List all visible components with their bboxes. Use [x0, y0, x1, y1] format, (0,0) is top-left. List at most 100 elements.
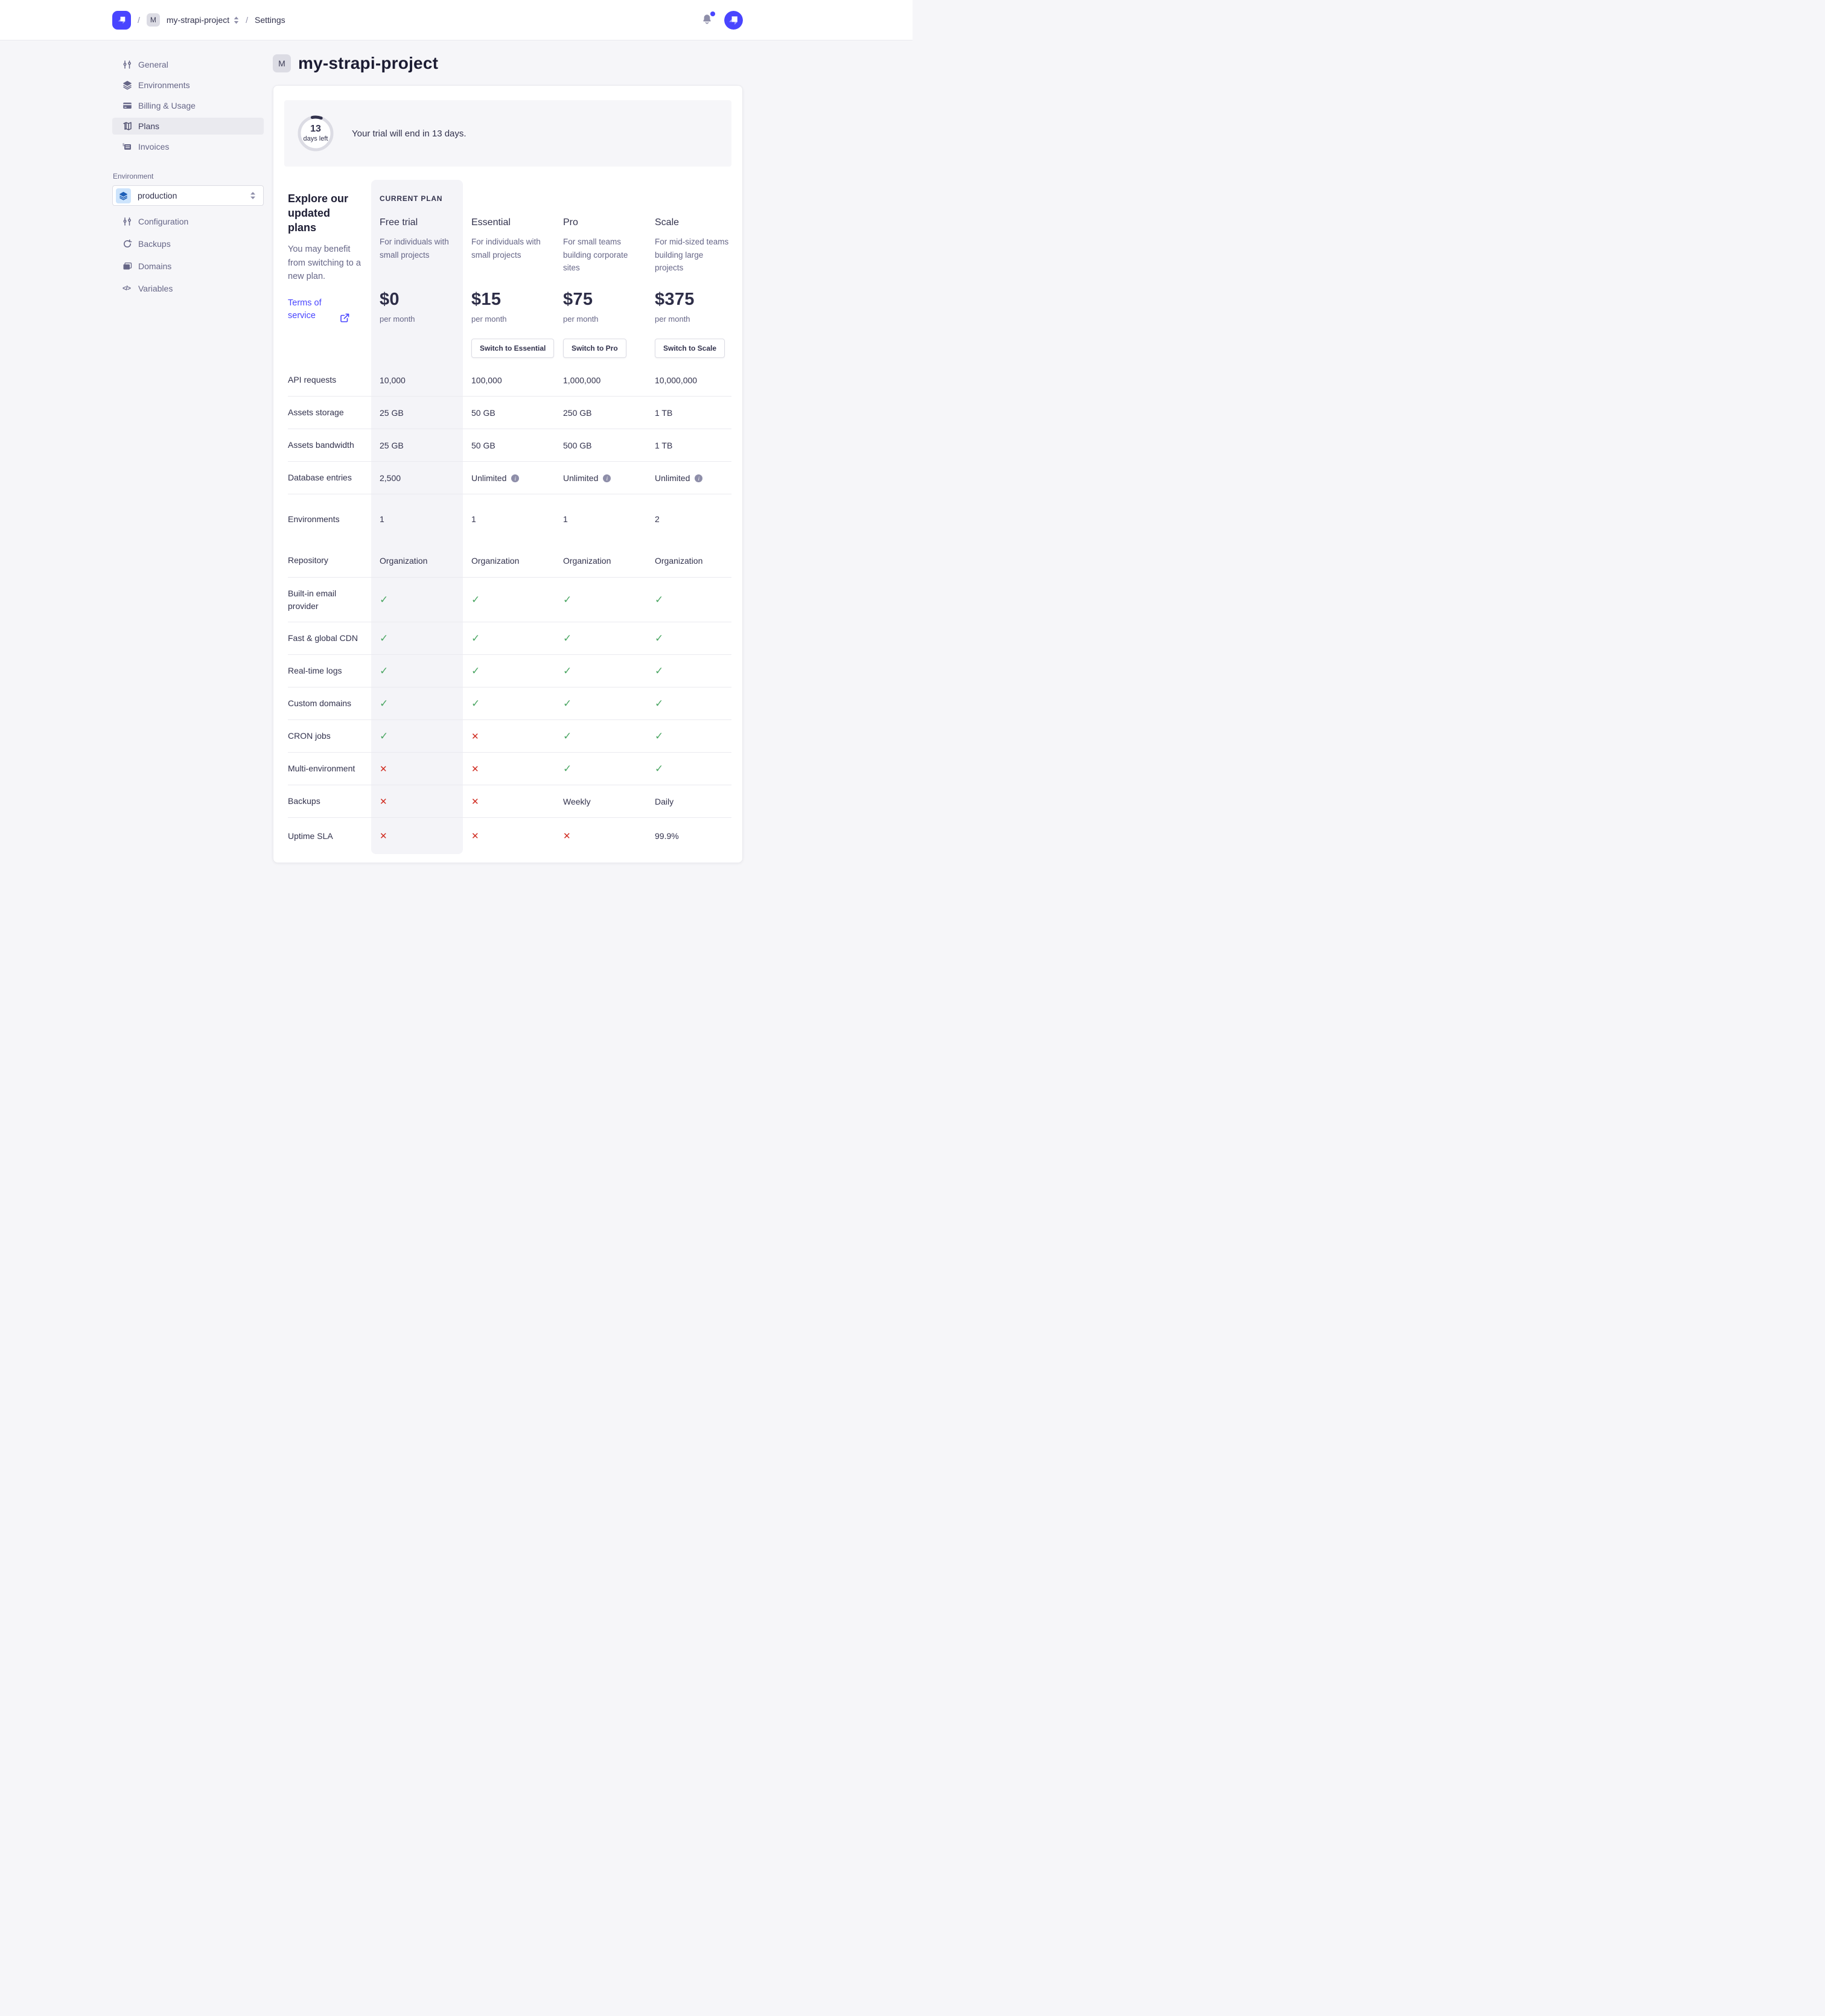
cross-icon: ✕ [471, 731, 479, 742]
table-row: API requests 10,000 100,000 1,000,000 10,000… [288, 364, 731, 397]
page-header: M my-strapi-project [273, 54, 743, 73]
check-icon: ✓ [563, 593, 572, 605]
check-icon: ✓ [380, 593, 389, 605]
feature-cell: Organization [371, 556, 463, 566]
check-icon: ✓ [563, 697, 572, 709]
sidebar-item-label: Plans [138, 121, 160, 131]
invoice-icon: $ [123, 144, 131, 150]
sidebar-item-label: Variables [138, 284, 173, 293]
breadcrumb-project-switcher[interactable]: my-strapi-project [167, 15, 239, 25]
strapi-logo[interactable] [112, 10, 131, 30]
feature-cell: 25 GB [371, 441, 463, 450]
breadcrumb-settings[interactable]: Settings [255, 15, 285, 25]
sidebar-item-variables[interactable]: </> Variables [112, 280, 264, 297]
feature-label: Database entries [288, 473, 352, 482]
feature-value: Unlimited [655, 473, 690, 483]
svg-text:$: $ [123, 144, 125, 147]
sidebar-item-label: Configuration [138, 217, 189, 226]
feature-cell: ✓ [646, 594, 731, 606]
feature-label: Custom domains [288, 698, 352, 708]
project-initial-badge-large: M [273, 54, 291, 72]
sidebar-item-label: Domains [138, 261, 172, 271]
notifications-button[interactable] [701, 11, 715, 27]
feature-value: 2 [655, 514, 660, 524]
feature-value: 1 TB [655, 440, 673, 450]
plans-table: Explore our updated plans You may benefi… [288, 180, 731, 854]
refresh-icon [124, 239, 132, 247]
feature-cell: ✓ [371, 730, 463, 742]
plan-column-essential: Essential For individuals with small pro… [463, 180, 555, 364]
plans-header-row: Explore our updated plans You may benefi… [288, 180, 731, 364]
feature-cell: ✓ [463, 665, 555, 677]
sidebar-item-backups[interactable]: Backups [112, 235, 264, 252]
feature-cell: ✓ [463, 633, 555, 645]
sidebar-item-domains[interactable]: Domains [112, 258, 264, 275]
check-icon: ✓ [471, 593, 480, 605]
sidebar-item-general[interactable]: General [112, 56, 264, 73]
feature-value: 50 GB [471, 440, 495, 450]
plan-column-pro: Pro For small teams building corporate s… [555, 180, 646, 364]
layers-icon [123, 81, 132, 90]
terms-of-service-link[interactable]: Terms of service [288, 298, 322, 321]
feature-value: Organization [563, 555, 611, 566]
user-avatar[interactable] [724, 10, 743, 30]
feature-cell: ✕ [371, 831, 463, 841]
feature-cell: ✕ [463, 731, 555, 742]
switch-to-pro-button[interactable]: Switch to Pro [563, 339, 626, 358]
cross-icon: ✕ [471, 831, 479, 841]
feature-cell: 10,000 [371, 375, 463, 385]
switch-to-scale-button[interactable]: Switch to Scale [655, 339, 725, 358]
info-icon[interactable]: i [695, 474, 703, 482]
feature-value: Unlimited [563, 473, 599, 483]
info-icon[interactable]: i [603, 474, 611, 482]
switch-to-essential-button[interactable]: Switch to Essential [471, 339, 555, 358]
feature-label: Backups [288, 796, 320, 806]
strapi-mark-icon [118, 16, 125, 24]
table-row: Database entries 2,500 Unlimited i Unlimited… [288, 462, 731, 494]
feature-cell: ✕ [463, 831, 555, 841]
code-icon: </> [123, 285, 131, 292]
sidebar-item-invoices[interactable]: $ Invoices [112, 138, 264, 155]
info-icon[interactable]: i [511, 474, 520, 482]
table-row: Fast & global CDN ✓ ✓ ✓ ✓ [288, 622, 731, 655]
feature-value: 1 [563, 514, 568, 524]
feature-value: Unlimited [471, 473, 507, 483]
feature-cell: 1 [463, 514, 555, 524]
sidebar-item-plans[interactable]: Plans [112, 118, 264, 135]
feature-cell: ✓ [555, 730, 646, 742]
feature-value: 10,000,000 [655, 375, 698, 385]
layers-blue-icon [119, 191, 127, 200]
feature-cell: Unlimited i [555, 473, 646, 483]
plan-price: $15 [471, 290, 502, 309]
feature-cell: ✓ [555, 763, 646, 775]
check-icon: ✓ [655, 762, 664, 774]
plan-price: $375 [655, 290, 695, 309]
feature-cell: 100,000 [463, 375, 555, 385]
table-row: Uptime SLA ✕ ✕ ✕ 99.9% [288, 818, 731, 854]
plan-period: per month [655, 314, 690, 324]
feature-value: Weekly [563, 796, 591, 806]
feature-label: Assets bandwidth [288, 440, 354, 450]
feature-cell: 1 TB [646, 441, 731, 450]
environment-select[interactable]: production [112, 185, 264, 206]
feature-value: 2,500 [380, 473, 401, 483]
table-row: Real-time logs ✓ ✓ ✓ ✓ [288, 655, 731, 687]
sidebar: General Environments Billing & Usag [112, 40, 264, 863]
cross-icon: ✕ [471, 796, 479, 807]
feature-cell: ✓ [646, 665, 731, 677]
feature-cell: Organization [555, 556, 646, 566]
plan-period: per month [471, 314, 507, 324]
breadcrumb-separator: / [246, 15, 249, 25]
feature-label: Fast & global CDN [288, 633, 358, 643]
plan-price: $75 [563, 290, 593, 309]
plan-name: Pro [563, 217, 578, 228]
trial-days-label: days left [303, 135, 328, 142]
trial-progress-ring: 13 days left [297, 115, 334, 152]
sidebar-item-billing[interactable]: Billing & Usage [112, 97, 264, 114]
plan-description: For individuals with small projects [471, 237, 541, 260]
trial-banner: 13 days left Your trial will end in 13 d… [284, 100, 731, 167]
sidebar-item-environments[interactable]: Environments [112, 77, 264, 94]
feature-cell: Unlimited i [463, 473, 555, 483]
sidebar-item-configuration[interactable]: Configuration [112, 213, 264, 230]
cross-icon: ✕ [563, 831, 571, 841]
